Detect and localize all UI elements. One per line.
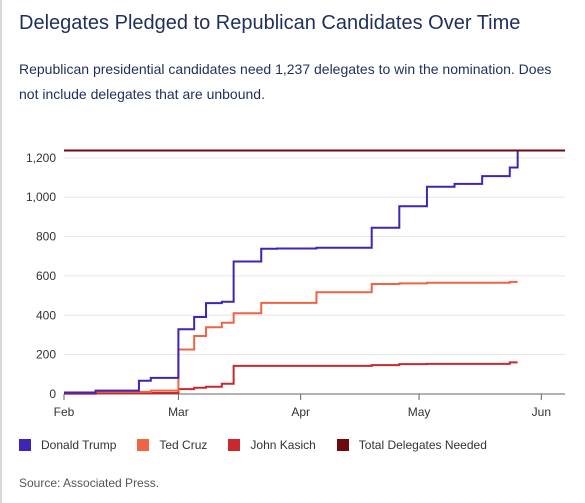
y-tick-label: 1,000 [26, 190, 56, 204]
chart-subtitle: Republican presidential candidates need … [19, 61, 552, 102]
legend-label: Ted Cruz [159, 438, 208, 452]
x-tick-label: Feb [54, 405, 75, 419]
x-tick-label: Apr [291, 405, 310, 419]
y-tick-label: 200 [36, 348, 56, 362]
series-line-donald-trump [64, 150, 519, 394]
chart-source: Source: Associated Press. [19, 476, 160, 490]
legend-item[interactable]: Donald Trump [19, 438, 116, 452]
legend-item[interactable]: John Kasich [228, 438, 316, 452]
legend-label: John Kasich [250, 438, 316, 452]
legend-item[interactable]: Total Delegates Needed [336, 438, 487, 452]
chart-title: Delegates Pledged to Republican Candidat… [19, 12, 521, 34]
y-tick-label: 600 [36, 269, 56, 283]
legend-label: Total Delegates Needed [358, 438, 487, 452]
series-line-john-kasich [64, 361, 518, 395]
legend-swatch [336, 439, 349, 451]
y-tick-label: 0 [49, 387, 56, 401]
y-tick-label: 400 [36, 308, 56, 322]
legend-item[interactable]: Ted Cruz [137, 438, 207, 452]
series-line-ted-cruz [64, 280, 518, 394]
delegates-step-chart: 0 200 400 600 800 1,000 1,200 Feb Mar Apr May Jun [26, 149, 565, 419]
legend-swatch [19, 439, 31, 451]
legend-swatch [137, 439, 150, 451]
x-tick-label: May [408, 405, 431, 419]
x-tick-label: Jun [532, 405, 551, 419]
legend-label: Donald Trump [41, 438, 117, 452]
x-tick-label: Mar [168, 405, 189, 419]
legend-swatch [228, 439, 241, 451]
chart-legend: Donald Trump Ted Cruz John Kasich Total Del… [19, 436, 508, 454]
y-tick-label: 1,200 [26, 151, 56, 165]
y-tick-label: 800 [36, 230, 56, 244]
left-border [0, 0, 2, 503]
